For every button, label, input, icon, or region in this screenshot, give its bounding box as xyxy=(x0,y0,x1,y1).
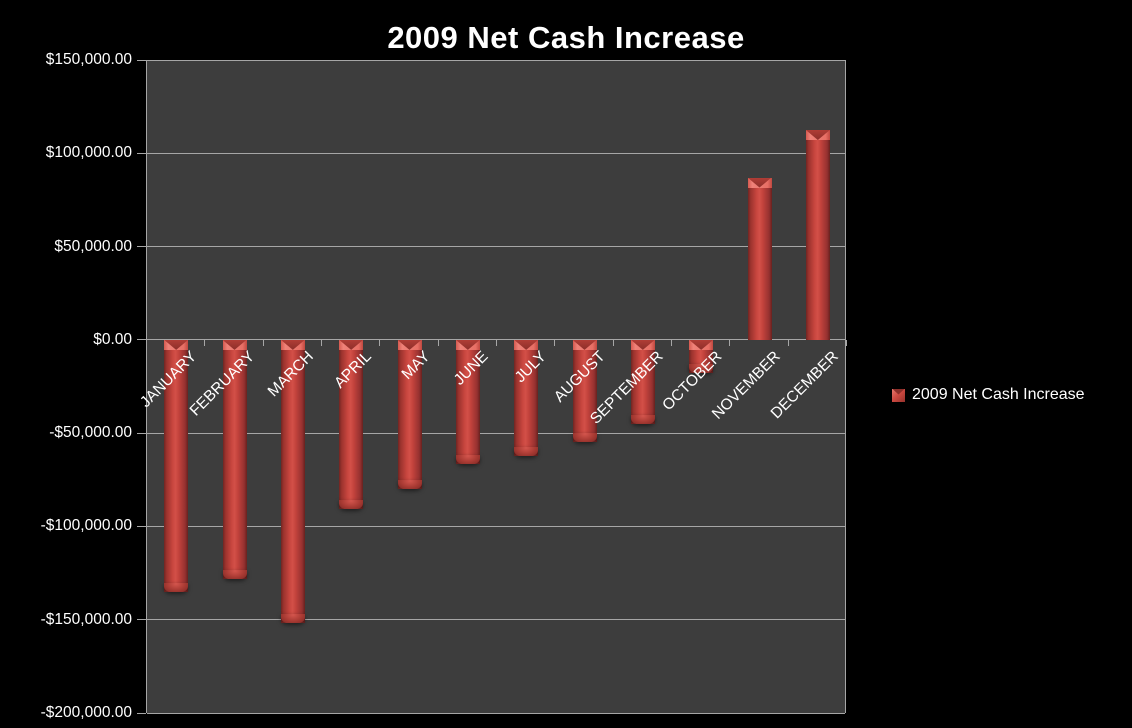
bar-bottom-bevel xyxy=(572,432,597,442)
x-axis-tick-mark xyxy=(554,339,556,346)
y-axis-tick-mark xyxy=(137,432,146,434)
bar-january[interactable] xyxy=(164,339,189,592)
bar-top-bevel xyxy=(339,339,364,350)
bar-top-bevel xyxy=(280,339,305,350)
bar-february[interactable] xyxy=(222,339,247,579)
gridline xyxy=(147,525,845,527)
gridline xyxy=(147,59,845,61)
bar-march[interactable] xyxy=(280,339,305,624)
x-axis-tick-mark xyxy=(437,339,439,346)
bar-top-bevel xyxy=(805,129,830,140)
y-axis-tick-label: -$50,000.00 xyxy=(49,424,132,442)
gridline xyxy=(147,432,845,434)
y-axis-tick-mark xyxy=(137,246,146,248)
bar-top-bevel xyxy=(397,339,422,350)
bar-bottom-bevel xyxy=(280,614,305,624)
bar-bottom-bevel xyxy=(514,447,539,457)
bar-bottom-bevel xyxy=(630,414,655,424)
x-axis-tick-mark xyxy=(787,339,789,346)
bar-top-bevel xyxy=(164,339,189,350)
bar-december[interactable] xyxy=(805,129,830,340)
legend-label: 2009 Net Cash Increase xyxy=(912,386,1085,403)
bar-july[interactable] xyxy=(514,339,539,457)
y-axis-tick-mark xyxy=(137,712,146,714)
bar-top-bevel xyxy=(747,177,772,188)
x-axis-tick-mark xyxy=(321,339,322,346)
chart-title: 2009 Net Cash Increase xyxy=(387,20,745,55)
y-axis-tick-label: $150,000.00 xyxy=(45,51,132,68)
x-axis-tick-mark xyxy=(262,339,264,346)
bar-october[interactable] xyxy=(689,339,714,374)
gridline xyxy=(147,246,845,248)
bar-bottom-bevel xyxy=(397,480,422,490)
bar-bottom-bevel xyxy=(164,582,189,592)
bar-september[interactable] xyxy=(630,339,655,424)
x-axis-tick-mark xyxy=(146,339,147,346)
x-axis-tick-mark xyxy=(671,339,672,346)
bar-top-bevel xyxy=(455,339,480,350)
bar-april[interactable] xyxy=(339,339,364,509)
bar-november[interactable] xyxy=(747,177,772,340)
gridline xyxy=(147,619,845,621)
y-axis-tick-label: -$150,000.00 xyxy=(40,610,132,628)
y-axis-tick-label: -$100,000.00 xyxy=(40,517,132,535)
bar-bottom-bevel xyxy=(222,569,247,579)
bar-bottom-bevel xyxy=(455,454,480,464)
bar-august[interactable] xyxy=(572,339,597,442)
bar-bottom-bevel xyxy=(689,364,714,374)
y-axis-tick-mark xyxy=(137,152,146,154)
x-axis-tick-mark xyxy=(204,339,206,346)
x-axis-tick-mark xyxy=(846,339,847,346)
gridline xyxy=(147,152,845,154)
bar-top-bevel xyxy=(514,339,539,350)
bar-june[interactable] xyxy=(455,339,480,464)
x-axis-tick-mark xyxy=(612,339,614,346)
y-axis-tick-label: $100,000.00 xyxy=(45,144,132,162)
y-axis-tick-mark xyxy=(137,619,146,621)
y-axis-tick-label: $50,000.00 xyxy=(54,237,132,255)
gridline xyxy=(147,712,845,714)
y-axis-tick-label: $0.00 xyxy=(93,330,132,348)
x-axis-tick-mark xyxy=(729,339,731,346)
bar-top-bevel xyxy=(630,339,655,350)
y-axis-tick-mark xyxy=(137,525,146,527)
bar-top-bevel xyxy=(572,339,597,350)
x-axis-tick-mark xyxy=(496,339,497,346)
bar-bottom-bevel xyxy=(339,499,364,509)
bar-top-bevel xyxy=(689,339,714,350)
legend-series-marker-icon xyxy=(892,388,905,402)
y-axis-tick-mark xyxy=(137,339,146,341)
plot-area xyxy=(146,59,846,714)
legend[interactable]: 2009 Net Cash Increase xyxy=(892,386,1085,404)
y-axis-tick-label: -$200,000.00 xyxy=(40,704,132,721)
bar-top-bevel xyxy=(222,339,247,350)
y-axis-tick-mark xyxy=(137,59,146,61)
bar-may[interactable] xyxy=(397,339,422,490)
x-axis-tick-mark xyxy=(379,339,381,346)
